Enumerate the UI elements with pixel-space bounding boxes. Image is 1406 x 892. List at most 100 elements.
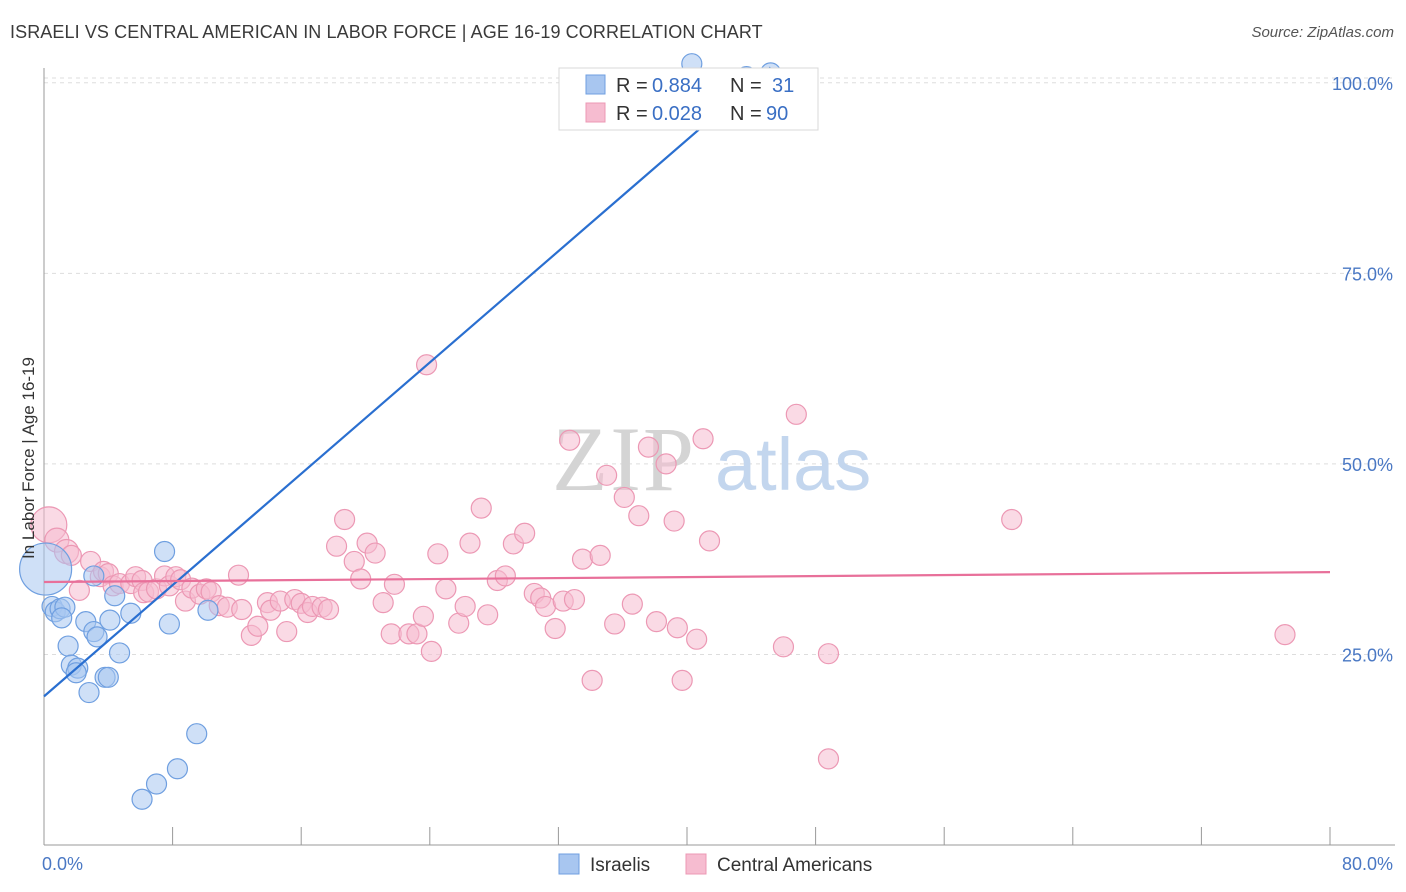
israelis-point-19: [108, 642, 131, 664]
central-americans-point-84: [663, 510, 685, 532]
central-americans-point-71: [559, 429, 581, 451]
israelis-point-22: [145, 773, 168, 795]
central-americans-point-68: [534, 595, 557, 618]
legend-r-label-1: R =: [616, 75, 648, 97]
israelis-point-9: [65, 662, 87, 684]
central-americans-point-61: [477, 604, 499, 626]
central-americans-point-42: [325, 535, 348, 557]
central-americans-point-29: [231, 598, 253, 621]
central-americans-points: [30, 354, 1296, 770]
central-americans-point-53: [412, 605, 434, 627]
israelis-point-11: [78, 681, 100, 704]
central-americans-point-90: [772, 636, 795, 658]
central-americans-point-92: [817, 643, 840, 665]
legend-n-value-1: 31: [772, 75, 794, 97]
central-americans-point-58: [454, 595, 476, 618]
central-americans-point-76: [596, 464, 618, 486]
y-tick-label-3: 100.0%: [1332, 74, 1393, 94]
legend-n-value-2: 90: [766, 103, 788, 125]
central-americans-point-89: [698, 530, 721, 552]
central-americans-point-82: [645, 611, 668, 633]
central-americans-point-28: [227, 564, 250, 586]
chart-title: ISRAELI VS CENTRAL AMERICAN IN LABOR FOR…: [10, 22, 763, 42]
central-americans-point-94: [1001, 508, 1023, 531]
central-americans-point-41: [317, 598, 340, 621]
axes: [43, 68, 1395, 846]
legend-n-label-2: N =: [730, 103, 762, 125]
central-americans-point-4: [68, 579, 90, 602]
bottom-legend-central-americans-swatch: [685, 853, 707, 875]
bottom-legend: Israelis Central Americans: [558, 853, 872, 876]
y-tick-label-2: 75.0%: [1342, 264, 1393, 284]
legend-r-value-1: 0.884: [652, 75, 702, 97]
israelis-point-5: [51, 607, 73, 629]
central-americans-point-50: [383, 573, 406, 595]
israelis-point-18: [104, 585, 126, 607]
central-americans-point-72: [563, 588, 586, 611]
central-americans-point-31: [247, 615, 269, 637]
legend-blue-swatch: [585, 74, 606, 95]
israelis-point-25: [166, 758, 189, 780]
israelis-point-27: [197, 599, 219, 621]
x-tick-label-1: 80.0%: [1342, 854, 1393, 874]
israelis-point-12: [83, 565, 105, 587]
israelis-point-23: [153, 540, 176, 563]
central-americans-point-85: [666, 617, 688, 639]
y-tick-label-1: 50.0%: [1342, 455, 1393, 475]
source-label: Source: ZipAtlas.com: [1251, 24, 1394, 41]
israelis-point-21: [131, 788, 153, 810]
legend-r-value-2: 0.028: [652, 103, 702, 125]
central-americans-trend-line: [43, 571, 1331, 584]
central-americans-point-65: [514, 522, 536, 544]
central-americans-point-74: [581, 669, 603, 691]
legend-n-label-1: N =: [730, 75, 762, 97]
gridlines: [44, 77, 1395, 655]
israelis-point-26: [186, 723, 208, 745]
central-americans-point-95: [1274, 624, 1296, 646]
central-americans-point-81: [637, 436, 660, 458]
israelis-point-17: [99, 609, 121, 631]
central-americans-point-48: [372, 592, 394, 614]
bottom-legend-israelis-swatch: [558, 853, 580, 875]
bottom-legend-central-americans: Central Americans: [717, 855, 872, 876]
central-americans-point-49: [380, 623, 402, 645]
israelis-point-14: [86, 626, 108, 648]
central-americans-point-55: [427, 543, 449, 565]
israelis-point-6: [57, 635, 79, 657]
legend-r-label-2: R =: [616, 103, 648, 125]
watermark-atlas: atlas: [715, 423, 871, 506]
central-americans-point-93: [817, 748, 840, 770]
central-americans-point-88: [692, 428, 714, 450]
central-americans-point-63: [494, 565, 516, 587]
central-americans-point-91: [785, 403, 807, 425]
central-americans-point-86: [671, 669, 693, 691]
y-axis-label: In Labor Force | Age 16-19: [19, 357, 38, 559]
central-americans-point-56: [435, 578, 457, 600]
central-americans-point-77: [604, 613, 626, 635]
central-americans-point-43: [334, 508, 356, 531]
top-legend: R = 0.884 N = 31 R = 0.028 N = 90: [558, 67, 819, 131]
central-americans-point-80: [628, 505, 650, 527]
central-americans-point-73: [571, 548, 594, 570]
x-tick-label-0: 0.0%: [42, 854, 83, 874]
watermark: ZIP atlas: [552, 408, 871, 510]
central-americans-point-47: [364, 542, 386, 564]
trend-lines: [43, 66, 1331, 698]
central-americans-point-35: [276, 620, 298, 643]
central-americans-point-59: [459, 532, 481, 554]
y-tick-label-0: 25.0%: [1342, 645, 1393, 665]
y-tick-labels: 25.0% 50.0% 75.0% 100.0%: [1332, 74, 1393, 666]
central-americans-point-79: [621, 593, 643, 615]
israelis-point-16: [97, 666, 119, 688]
central-americans-point-54: [420, 640, 443, 662]
israelis-point-24: [158, 613, 180, 635]
x-tick-labels: 0.0% 80.0%: [42, 854, 1393, 874]
central-americans-point-83: [655, 453, 677, 475]
bottom-legend-israelis: Israelis: [590, 855, 650, 876]
central-americans-point-87: [686, 628, 708, 650]
central-americans-point-78: [613, 486, 635, 509]
central-americans-point-60: [470, 497, 492, 519]
legend-pink-swatch: [585, 102, 606, 123]
central-americans-point-69: [544, 617, 566, 640]
